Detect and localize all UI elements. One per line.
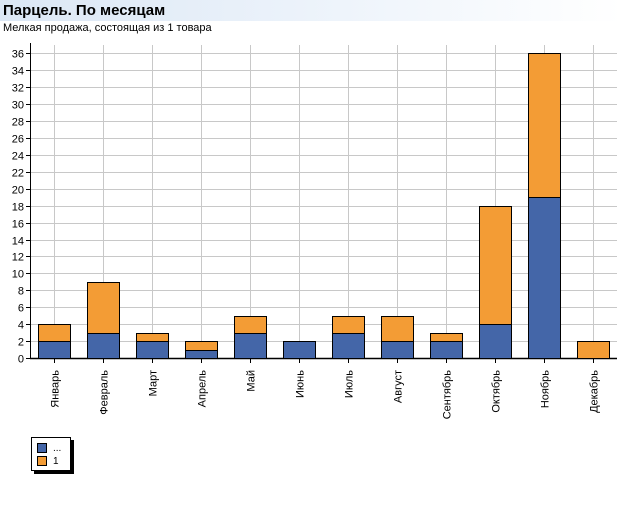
bar-segment-series-1 <box>381 341 414 359</box>
y-tick-label: 34 <box>12 66 24 78</box>
y-tick-label: 4 <box>18 320 24 332</box>
x-tick-label: Март <box>148 370 160 396</box>
legend-item-series-2: 1 <box>37 455 59 467</box>
bar-segment-series-1 <box>136 341 169 359</box>
x-tick-label: Август <box>393 370 405 403</box>
legend-item-series-1: ... <box>37 442 61 454</box>
y-tick-label: 20 <box>12 185 24 197</box>
y-tick-label: 36 <box>12 49 24 61</box>
y-tick-label: 2 <box>18 337 24 349</box>
x-tick-label: Май <box>246 370 258 392</box>
y-tick-label: 16 <box>12 219 24 231</box>
page-subtitle: Мелкая продажа, состоящая из 1 товара <box>3 22 212 34</box>
x-tick-label: Февраль <box>99 370 111 415</box>
bar-segment-series-2 <box>38 324 71 342</box>
x-tick-label: Декабрь <box>589 370 601 413</box>
bar-segment-series-2 <box>185 341 218 351</box>
bar-segment-series-2 <box>332 316 365 334</box>
x-tick-label: Октябрь <box>491 370 503 413</box>
bar-segment-series-1 <box>528 197 561 359</box>
bar-segment-series-1 <box>234 333 267 359</box>
y-tick-label: 0 <box>18 354 24 366</box>
legend-label-series-1: ... <box>53 442 62 454</box>
y-tick-label: 22 <box>12 168 24 180</box>
bar-segment-series-2 <box>234 316 267 334</box>
y-tick-label: 24 <box>12 151 24 163</box>
y-tick-label: 12 <box>12 252 24 264</box>
x-tick-label: Июль <box>344 370 356 398</box>
y-tick-label: 10 <box>12 269 24 281</box>
legend-swatch-series-1 <box>37 443 47 453</box>
bar-segment-series-2 <box>430 333 463 342</box>
y-tick-label: 8 <box>18 286 24 298</box>
x-tick-label: Январь <box>50 370 62 408</box>
y-tick-label: 14 <box>12 236 24 248</box>
bar-segment-series-2 <box>381 316 414 342</box>
x-tick-label: Июнь <box>295 370 307 398</box>
bar-segment-series-2 <box>136 333 169 342</box>
y-tick-label: 30 <box>12 100 24 112</box>
bar-segment-series-2 <box>577 341 610 359</box>
bar-segment-series-1 <box>430 341 463 359</box>
y-tick-label: 6 <box>18 303 24 315</box>
page-title: Парцель. По месяцам <box>3 2 166 19</box>
bar-segment-series-1 <box>283 341 316 359</box>
y-tick-label: 26 <box>12 134 24 146</box>
bar-segment-series-1 <box>38 341 71 359</box>
bar-segment-series-1 <box>87 333 120 359</box>
x-tick-label: Сентябрь <box>442 370 454 420</box>
legend-swatch-series-2 <box>37 456 47 466</box>
bar-segment-series-2 <box>479 206 512 325</box>
y-tick-label: 18 <box>12 202 24 214</box>
legend-label-series-2: 1 <box>53 455 59 467</box>
chart-legend: ... 1 <box>31 437 71 471</box>
bar-segment-series-2 <box>87 282 120 334</box>
x-tick-label: Ноябрь <box>540 370 552 408</box>
bar-segment-series-2 <box>528 53 561 198</box>
header-bar <box>0 0 622 21</box>
bar-segment-series-1 <box>479 324 512 359</box>
y-tick-label: 28 <box>12 117 24 129</box>
bar-segment-series-1 <box>332 333 365 359</box>
x-tick-label: Апрель <box>197 370 209 408</box>
y-tick-label: 32 <box>12 83 24 95</box>
bar-segment-series-1 <box>185 350 218 359</box>
